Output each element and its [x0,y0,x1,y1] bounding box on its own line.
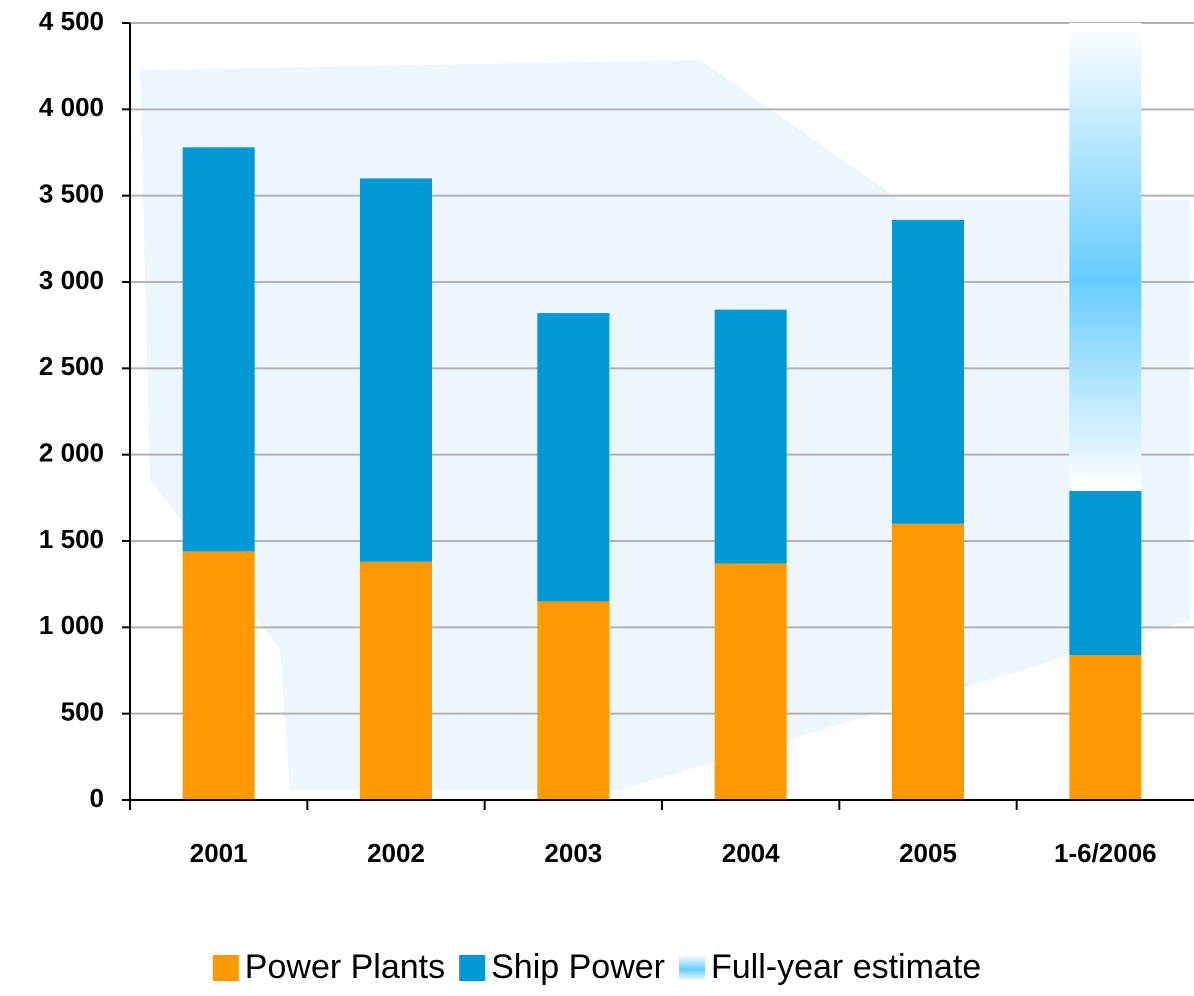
y-tick-label: 3 500 [39,179,104,209]
page: {"chart_data": {"type": "stacked-bar", "… [0,0,1194,996]
bar-segment [1069,491,1141,655]
x-tick-label: 2001 [190,838,248,868]
x-tick-label: 2005 [899,838,957,868]
y-tick-label: 0 [90,783,104,813]
y-tick-label: 4 500 [39,6,104,36]
legend-swatch [459,955,485,981]
bar-segment [360,562,432,800]
bar-segment [892,220,964,524]
bar-segment [183,551,255,800]
bar-segment [892,524,964,800]
legend-label: Full-year estimate [711,948,981,986]
bar-segment [715,563,787,800]
legend-label: Ship Power [491,948,665,986]
chart: 0 500 1 000 1 500 2 000 2 500 3 000 3 500 4 000 4… [0,0,1194,996]
y-tick-label: 1 500 [39,524,104,554]
y-tick-label: 500 [61,697,104,727]
bar-segment [1069,23,1141,491]
bar-segment [360,178,432,561]
bar-segment [715,310,787,564]
bar-segment [537,601,609,800]
bar-segment [537,313,609,601]
background-engine [140,60,1190,790]
x-tick-label: 2003 [544,838,602,868]
x-tick-label: 1-6/2006 [1054,838,1157,868]
bar-segment [1069,655,1141,800]
x-tick-label: 2002 [367,838,425,868]
y-tick-label: 1 000 [39,610,104,640]
y-tick-label: 2 000 [39,438,104,468]
y-tick-label: 3 000 [39,265,104,295]
x-tick-label: 2004 [722,838,780,868]
legend-swatch [679,955,705,981]
legend-label: Power Plants [245,948,445,986]
legend-swatch [213,955,239,981]
y-tick-label: 4 000 [39,92,104,122]
bar-segment [183,147,255,551]
y-tick-label: 2 500 [39,351,104,381]
